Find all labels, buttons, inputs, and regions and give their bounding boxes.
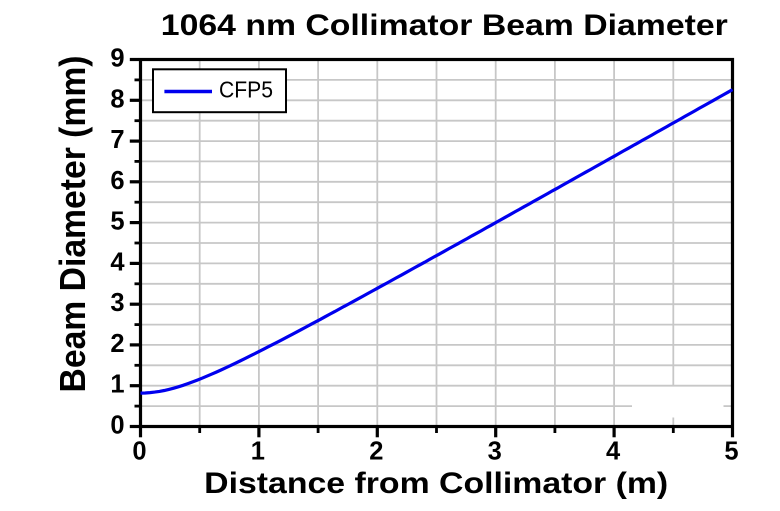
svg-text:4: 4 [606, 437, 621, 465]
svg-text:5: 5 [110, 208, 124, 236]
svg-text:3: 3 [488, 437, 502, 465]
svg-text:1: 1 [251, 437, 265, 465]
svg-text:6: 6 [110, 167, 124, 195]
svg-text:3: 3 [110, 289, 124, 317]
svg-text:CFP5: CFP5 [219, 77, 273, 103]
svg-text:1064 nm Collimator Beam Diamet: 1064 nm Collimator Beam Diameter [161, 9, 728, 42]
svg-text:2: 2 [110, 330, 124, 358]
svg-text:4: 4 [110, 248, 125, 276]
svg-text:Beam Diameter (mm): Beam Diameter (mm) [52, 55, 93, 392]
svg-text:0: 0 [132, 437, 146, 465]
svg-text:0: 0 [110, 412, 124, 440]
svg-text:5: 5 [724, 437, 738, 465]
svg-text:1: 1 [110, 371, 124, 399]
svg-text:2: 2 [369, 437, 383, 465]
svg-text:8: 8 [110, 85, 124, 113]
svg-text:7: 7 [110, 126, 124, 154]
svg-text:9: 9 [110, 45, 124, 73]
svg-text:Distance from Collimator (m): Distance from Collimator (m) [204, 467, 668, 500]
